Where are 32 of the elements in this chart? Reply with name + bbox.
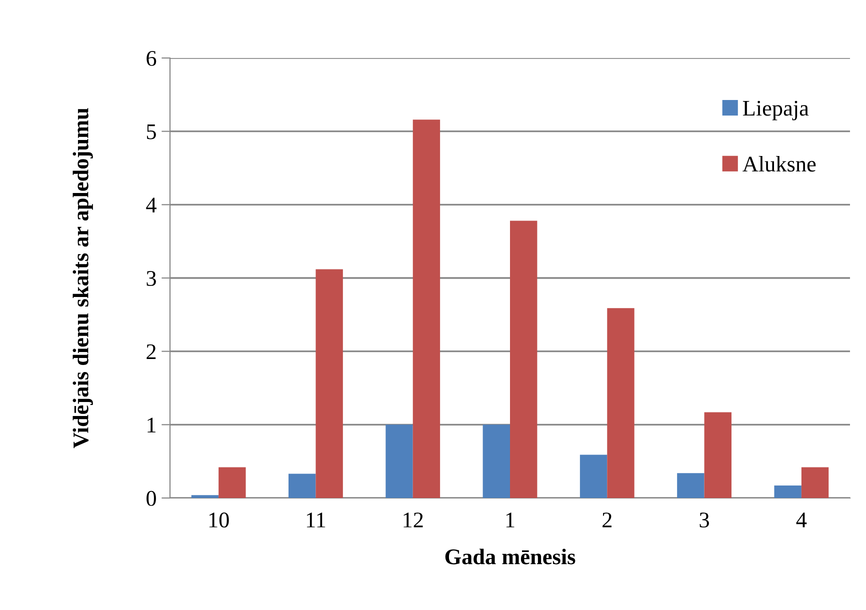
x-tick-label: 1	[506, 512, 514, 528]
x-tick-label: 10	[209, 512, 229, 528]
x-tick-label: 4	[796, 512, 807, 528]
bar	[288, 474, 316, 498]
bar	[801, 467, 829, 498]
bar	[412, 120, 440, 498]
y-tick-label: 1	[148, 418, 156, 432]
y-tick-label: 2	[146, 344, 156, 360]
y-axis-title: Vidējais dienu skaits ar apledojumu	[72, 108, 93, 448]
y-tick-label: 3	[146, 270, 156, 286]
x-tick-label: 12	[404, 512, 423, 528]
y-tick-label: 5	[146, 124, 156, 140]
legend-label: Aluksne	[742, 156, 816, 172]
x-axis-title: Gada mēnesis	[445, 548, 576, 564]
bar	[704, 412, 732, 498]
bar	[510, 220, 538, 498]
bar	[386, 424, 413, 498]
x-tick-label: 2	[602, 512, 612, 528]
bar	[218, 467, 246, 498]
bar	[677, 473, 704, 498]
bar	[482, 424, 510, 498]
legend-label: Liepaja	[742, 100, 809, 120]
y-tick-label: 6	[146, 50, 156, 66]
x-tick-label: 3	[700, 512, 709, 528]
bar	[191, 495, 219, 498]
x-tick-label: 11	[306, 512, 326, 528]
bar	[774, 486, 802, 498]
bar	[607, 308, 634, 498]
bar	[316, 269, 343, 498]
y-tick-label: 4	[146, 198, 156, 212]
bar	[580, 454, 608, 498]
y-tick-label: 0	[146, 490, 156, 506]
